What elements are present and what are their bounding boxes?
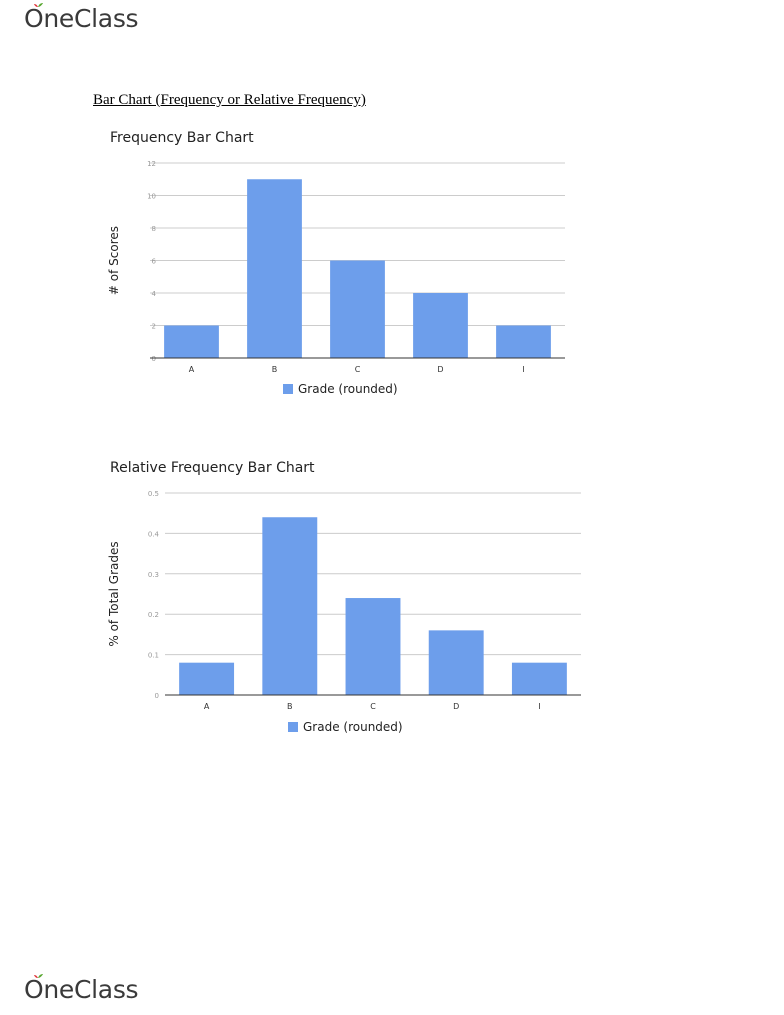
y-tick-label: 0.1 (148, 652, 159, 660)
bar (413, 293, 468, 358)
x-tick-label: C (355, 365, 361, 374)
y-axis-label: % of Total Grades (107, 541, 121, 646)
y-tick-label: 0.2 (148, 611, 159, 619)
bar (345, 598, 401, 695)
legend-swatch (283, 384, 293, 394)
y-tick-label: 6 (152, 258, 157, 266)
bar (511, 662, 567, 695)
chart-plot: 0 0.1 0.2 0.3 0.4 0.5 A B C D I % of Total Grades Gr… (107, 490, 581, 734)
chart-title: Relative Frequency Bar Chart (110, 460, 315, 476)
oneclass-logo-footer[interactable]: OneClass (24, 974, 139, 1005)
x-tick-label: D (437, 365, 443, 374)
bar (179, 662, 235, 695)
logo-text: OneClass (24, 975, 139, 1004)
y-tick-label: 8 (152, 225, 156, 233)
frequency-bar-chart: Frequency Bar Chart 0 2 4 6 8 10 12 A B C D I # of S… (0, 125, 784, 410)
y-tick-label: 0.4 (148, 530, 160, 538)
bar (247, 179, 302, 358)
y-tick-label: 0.3 (148, 571, 159, 579)
y-tick-label: 0 (152, 355, 156, 363)
x-tick-label: B (287, 702, 293, 711)
oneclass-logo[interactable]: OneClass (24, 3, 139, 34)
document-heading: Bar Chart (Frequency or Relative Frequen… (93, 92, 366, 108)
y-tick-label: 10 (147, 193, 156, 201)
logo-text: OneClass (24, 4, 139, 33)
legend-swatch (288, 722, 298, 732)
relative-frequency-bar-chart: Relative Frequency Bar Chart 0 0.1 0.2 0.3 0… (0, 455, 784, 755)
apple-icon (34, 974, 43, 978)
x-tick-label: C (370, 702, 376, 711)
y-tick-label: 0 (155, 692, 159, 700)
x-tick-label: A (189, 365, 195, 374)
bar (164, 325, 219, 358)
bar (496, 325, 551, 358)
x-tick-label: D (453, 702, 459, 711)
y-axis-label: # of Scores (107, 226, 121, 295)
y-tick-label: 4 (152, 290, 157, 298)
y-tick-label: 0.5 (148, 490, 159, 498)
bar (262, 517, 318, 695)
bar (330, 260, 385, 358)
chart-title: Frequency Bar Chart (110, 130, 254, 146)
x-tick-label: I (522, 365, 524, 374)
bar (428, 630, 484, 695)
y-tick-label: 2 (152, 323, 156, 331)
legend-label: Grade (rounded) (303, 720, 403, 734)
x-tick-label: B (272, 365, 278, 374)
x-tick-label: I (538, 702, 540, 711)
x-tick-label: A (204, 702, 210, 711)
legend-label: Grade (rounded) (298, 382, 398, 396)
y-tick-label: 12 (147, 160, 156, 168)
apple-icon (34, 3, 43, 7)
chart-plot: 0 2 4 6 8 10 12 A B C D I # of Scores Grade (rounded) (107, 160, 565, 396)
